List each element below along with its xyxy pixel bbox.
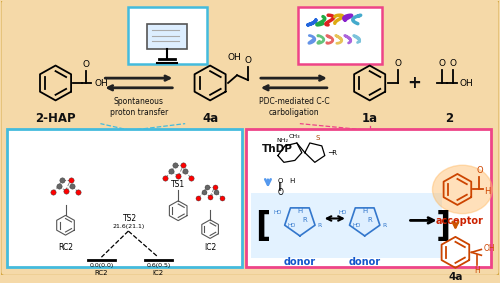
Text: NH₂: NH₂ (276, 138, 288, 143)
Text: HO: HO (288, 223, 296, 228)
Text: donor: donor (284, 257, 316, 267)
Text: O: O (476, 166, 482, 175)
FancyBboxPatch shape (0, 0, 500, 276)
Text: O: O (394, 59, 401, 68)
Text: O   H: O H (278, 178, 295, 184)
Text: O: O (439, 59, 446, 68)
Text: RC2: RC2 (94, 270, 108, 276)
Text: O: O (450, 59, 457, 68)
Text: ─R: ─R (328, 150, 337, 156)
Text: R: R (302, 217, 307, 223)
Text: 4a: 4a (448, 272, 462, 282)
Text: Spontaneous
proton transfer: Spontaneous proton transfer (110, 97, 168, 117)
Text: IC2: IC2 (152, 270, 164, 276)
Text: O: O (83, 60, 90, 69)
Text: HO: HO (338, 210, 346, 215)
Text: acceptor: acceptor (436, 216, 484, 226)
Text: OH: OH (94, 80, 108, 88)
Text: O: O (244, 55, 252, 65)
Text: HO: HO (352, 223, 361, 228)
FancyBboxPatch shape (298, 7, 382, 64)
Ellipse shape (432, 165, 492, 214)
Text: ThDP: ThDP (262, 144, 293, 154)
Text: ]: ] (436, 210, 450, 243)
Text: O: O (278, 188, 284, 197)
Text: OH: OH (484, 244, 495, 253)
Text: H: H (362, 208, 368, 214)
Text: 21.6(21.1): 21.6(21.1) (112, 224, 144, 229)
Text: CH₃: CH₃ (289, 134, 300, 139)
Text: TS2: TS2 (124, 214, 138, 223)
Polygon shape (284, 208, 315, 236)
Polygon shape (350, 208, 380, 236)
Text: 1a: 1a (362, 112, 378, 125)
Text: RC2: RC2 (58, 243, 73, 252)
Text: 2-HAP: 2-HAP (35, 112, 76, 125)
Text: H: H (474, 266, 480, 275)
Text: 2: 2 (446, 112, 454, 125)
Text: OH: OH (227, 53, 241, 62)
FancyBboxPatch shape (148, 24, 187, 49)
Text: ‖: ‖ (278, 182, 282, 191)
FancyBboxPatch shape (251, 193, 442, 258)
FancyBboxPatch shape (128, 7, 207, 64)
Text: 0.6(0.5): 0.6(0.5) (146, 263, 171, 268)
FancyBboxPatch shape (246, 129, 492, 267)
Text: PDC-mediated C-C
carboligation: PDC-mediated C-C carboligation (258, 97, 329, 117)
Text: S: S (316, 135, 320, 141)
Text: 0.0(0.0): 0.0(0.0) (90, 263, 114, 268)
Text: HO: HO (274, 210, 282, 215)
Text: TS1: TS1 (171, 181, 186, 189)
Text: R: R (382, 223, 387, 228)
Text: R: R (368, 217, 372, 223)
Text: H: H (297, 208, 302, 214)
Text: IC2: IC2 (204, 243, 216, 252)
FancyBboxPatch shape (6, 129, 242, 267)
Text: [: [ (255, 210, 270, 243)
Text: OH: OH (460, 80, 473, 88)
Text: R: R (318, 223, 322, 228)
Text: donor: donor (348, 257, 380, 267)
Text: +: + (408, 74, 422, 92)
Text: H: H (484, 187, 490, 196)
Text: 4a: 4a (202, 112, 218, 125)
